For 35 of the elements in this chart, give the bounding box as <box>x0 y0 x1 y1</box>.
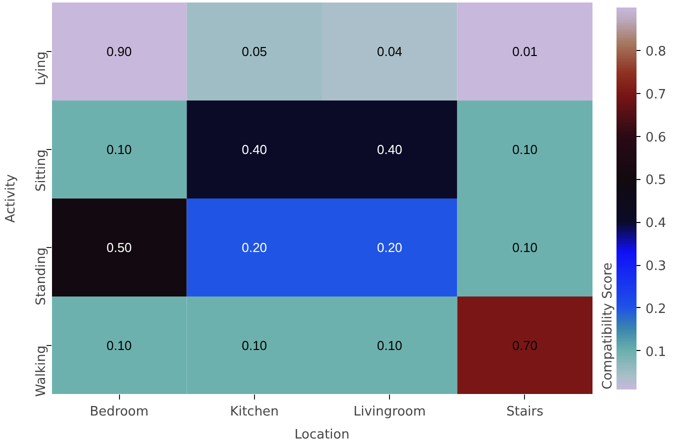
color-bar-title: Compatibility Score <box>600 262 616 390</box>
data-label: 0.10 <box>106 142 132 157</box>
data-label: 0.01 <box>512 44 538 59</box>
data-label: 0.70 <box>512 338 538 353</box>
data-label: 0.10 <box>376 338 402 353</box>
x-tick-label: Bedroom <box>90 404 149 420</box>
y-tick-label: Standing <box>34 247 49 306</box>
color-bar-label: 0.7 <box>646 87 666 102</box>
color-bar-label: 0.5 <box>646 173 666 188</box>
color-bar-label: 0.3 <box>646 259 666 274</box>
data-label: 0.05 <box>242 44 268 59</box>
color-bar-label: 0.2 <box>646 302 666 317</box>
y-axis-title: Activity <box>4 174 18 223</box>
x-tick-label: Stairs <box>506 404 544 420</box>
x-tick-label: Kitchen <box>230 404 279 420</box>
data-label: 0.10 <box>512 142 538 157</box>
color-bar-label: 0.1 <box>646 344 666 360</box>
data-label: 0.50 <box>106 240 132 255</box>
color-bar-label: 0.8 <box>646 44 666 60</box>
data-label: 0.90 <box>106 44 132 59</box>
data-label: 0.20 <box>242 240 268 255</box>
data-label: 0.10 <box>512 240 538 255</box>
data-label: 0.04 <box>376 44 402 59</box>
data-label: 0.10 <box>106 338 132 353</box>
color-bar-label: 0.6 <box>646 130 666 146</box>
y-tick-label: Lying <box>34 51 49 86</box>
x-tick-label: Livingroom <box>353 404 426 420</box>
data-label: 0.40 <box>376 142 402 157</box>
y-tick-label: Sitting <box>34 149 49 192</box>
data-label: 0.20 <box>376 240 402 255</box>
color-bar-label: 0.4 <box>646 216 666 232</box>
data-label: 0.10 <box>242 338 268 353</box>
data-label: 0.40 <box>242 142 268 157</box>
y-tick-label: Walking <box>34 346 49 397</box>
x-axis-title: Location <box>294 428 350 442</box>
